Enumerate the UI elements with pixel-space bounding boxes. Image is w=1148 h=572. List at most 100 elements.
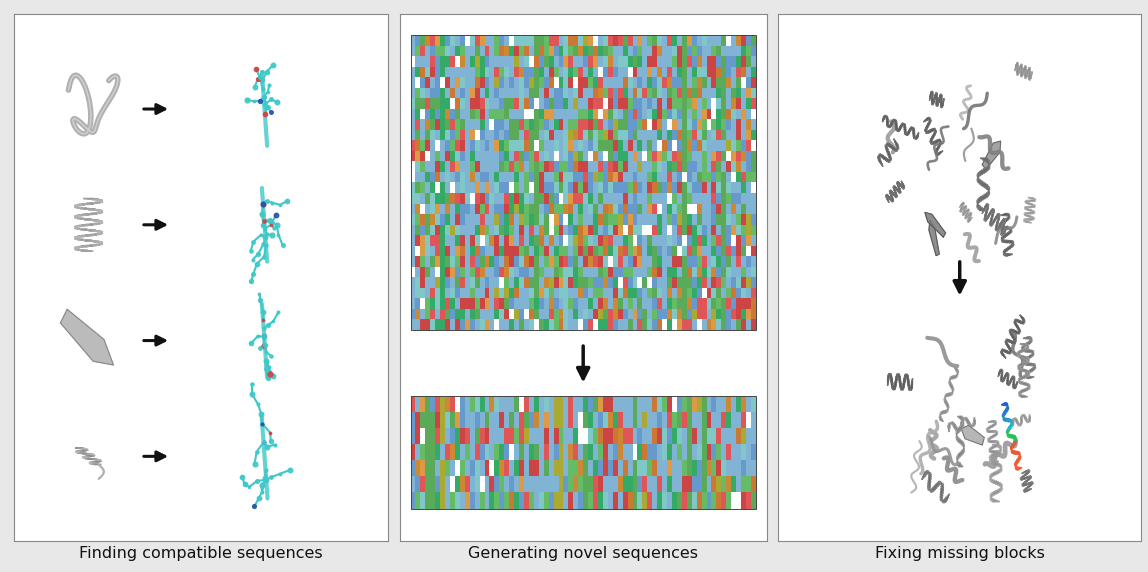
Bar [742,46,746,57]
Bar [499,98,504,109]
Polygon shape [988,440,992,442]
Bar [637,267,643,277]
Polygon shape [939,141,941,144]
Polygon shape [1018,67,1019,74]
Bar [731,151,736,162]
Bar [579,161,583,172]
Bar [425,476,430,493]
Bar [411,214,416,225]
Bar [622,172,628,182]
Polygon shape [993,216,996,225]
Bar [682,298,687,309]
Polygon shape [1026,356,1032,358]
Polygon shape [1016,459,1021,462]
Bar [440,88,445,98]
Polygon shape [895,194,897,197]
Bar [701,288,707,299]
Bar [622,56,628,67]
Bar [553,235,559,246]
Bar [425,309,430,320]
Bar [489,98,495,109]
Bar [450,151,455,162]
Bar [628,288,633,299]
Bar [583,395,588,412]
Bar [553,309,559,320]
Bar [470,77,475,88]
Bar [736,245,742,256]
Bar [687,120,692,130]
Bar [706,56,712,67]
Bar [484,267,489,277]
Bar [534,395,538,412]
Bar [474,492,480,509]
Bar [440,395,445,412]
Bar [721,476,727,493]
Bar [480,151,484,162]
Polygon shape [1010,329,1013,332]
Bar [701,77,707,88]
Bar [594,492,598,509]
Polygon shape [1025,337,1031,339]
Polygon shape [1029,338,1032,339]
Polygon shape [893,187,895,192]
Bar [489,444,495,460]
Polygon shape [960,443,964,444]
Bar [607,277,613,288]
Polygon shape [1030,483,1033,485]
Bar [499,267,504,277]
Bar [553,172,559,182]
Bar [465,288,470,299]
Bar [416,56,420,67]
Polygon shape [969,212,971,215]
Polygon shape [1002,240,1008,242]
Bar [514,256,519,267]
Polygon shape [955,424,956,431]
Bar [538,476,544,493]
Bar [628,172,633,182]
Bar [746,235,751,246]
Polygon shape [1001,229,1003,235]
Bar [647,98,652,109]
Bar [489,193,495,204]
Bar [677,88,682,98]
Bar [455,98,460,109]
Bar [568,298,573,309]
Polygon shape [903,185,905,188]
Polygon shape [1023,484,1026,486]
Bar [450,225,455,235]
Polygon shape [996,452,1000,453]
Polygon shape [937,152,941,155]
Polygon shape [1009,381,1010,386]
Bar [430,109,435,120]
Bar [495,67,499,77]
Bar [662,193,667,204]
Bar [594,88,598,98]
Bar [613,309,618,320]
Bar [682,267,687,277]
Polygon shape [1001,237,1006,239]
Bar [751,204,755,214]
Bar [549,193,553,204]
Polygon shape [951,377,954,379]
Bar [411,140,416,151]
Bar [499,35,504,46]
Bar [465,476,470,493]
Bar [637,460,643,476]
Bar [544,35,549,46]
Polygon shape [928,480,931,488]
Bar [706,67,712,77]
Bar [583,298,588,309]
Bar [480,412,484,428]
Bar [628,492,633,509]
Bar [480,67,484,77]
Polygon shape [886,196,887,200]
Bar [613,412,618,428]
Bar [662,151,667,162]
Bar [697,492,701,509]
Bar [672,267,677,277]
Bar [489,277,495,288]
Bar [564,225,568,235]
Polygon shape [1032,205,1035,206]
Bar [523,35,529,46]
Bar [534,35,538,46]
